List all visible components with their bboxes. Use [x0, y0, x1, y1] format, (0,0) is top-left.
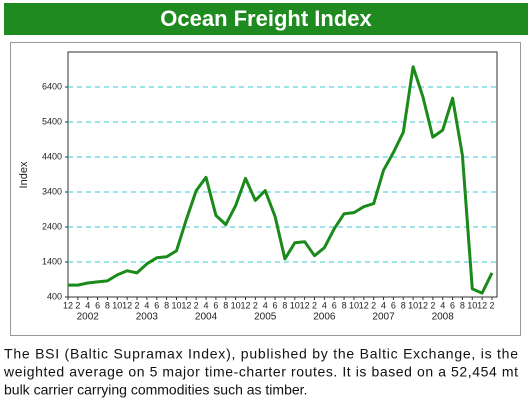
x-tick-label: 2 — [135, 300, 140, 310]
x-tick-label: 12 — [63, 300, 73, 310]
x-tick-label: 6 — [95, 300, 100, 310]
x-tick-label: 2 — [75, 300, 80, 310]
x-tick-label: 8 — [460, 300, 465, 310]
x-tick-label: 10 — [408, 300, 418, 310]
x-tick-label: 6 — [391, 300, 396, 310]
x-tick-label: 10 — [231, 300, 241, 310]
x-tick-label: 8 — [342, 300, 347, 310]
x-tick-label: 8 — [223, 300, 228, 310]
x-tick-label: 4 — [263, 300, 268, 310]
year-label: 2008 — [432, 312, 455, 323]
x-tick-label: 10 — [171, 300, 181, 310]
x-tick-label: 4 — [204, 300, 209, 310]
x-tick-label: 2 — [489, 300, 494, 310]
x-tick-label: 2 — [430, 300, 435, 310]
caption-line: weighted average on 5 major time-charter… — [3, 364, 518, 380]
x-tick-label: 12 — [240, 300, 250, 310]
x-tick-label: 2 — [253, 300, 258, 310]
x-tick-label: 4 — [322, 300, 327, 310]
caption-line: bulk carrier carrying commodities such a… — [4, 382, 307, 398]
y-tick-label: 6400 — [42, 81, 62, 91]
x-tick-label: 2 — [194, 300, 199, 310]
series-line — [68, 65, 494, 295]
x-tick-label: 2 — [371, 300, 376, 310]
x-tick-label: 6 — [213, 300, 218, 310]
caption-line: The BSI (Baltic Supramax Index), publish… — [4, 346, 518, 362]
y-axis-label: Index — [18, 161, 30, 188]
chart-title: Ocean Freight Index — [160, 6, 372, 31]
header-bar — [4, 3, 528, 35]
y-tick-label: 400 — [47, 291, 62, 301]
year-label: 2006 — [313, 312, 336, 323]
year-label: 2004 — [195, 312, 218, 323]
x-tick-label: 4 — [85, 300, 90, 310]
x-tick-label: 4 — [144, 300, 149, 310]
x-tick-label: 10 — [349, 300, 359, 310]
x-tick-label: 12 — [418, 300, 428, 310]
x-tick-label: 8 — [401, 300, 406, 310]
x-tick-label: 12 — [300, 300, 310, 310]
x-tick-label: 10 — [290, 300, 300, 310]
x-tick-label: 10 — [112, 300, 122, 310]
x-tick-label: 12 — [477, 300, 487, 310]
x-tick-label: 6 — [273, 300, 278, 310]
x-tick-label: 8 — [164, 300, 169, 310]
x-tick-label: 8 — [282, 300, 287, 310]
year-label: 2002 — [77, 312, 100, 323]
x-tick-label: 6 — [154, 300, 159, 310]
year-label: 2007 — [372, 312, 395, 323]
y-tick-label: 1400 — [42, 256, 62, 266]
x-tick-label: 10 — [467, 300, 477, 310]
y-tick-label: 2400 — [42, 221, 62, 231]
x-tick-label: 8 — [105, 300, 110, 310]
year-label: 2003 — [136, 312, 159, 323]
year-label: 2005 — [254, 312, 277, 323]
x-tick-label: 6 — [332, 300, 337, 310]
x-tick-label: 12 — [181, 300, 191, 310]
x-tick-label: 4 — [440, 300, 445, 310]
x-tick-label: 6 — [450, 300, 455, 310]
x-tick-label: 2 — [312, 300, 317, 310]
y-tick-label: 3400 — [42, 186, 62, 196]
x-tick-label: 4 — [381, 300, 386, 310]
y-tick-label: 5400 — [42, 116, 62, 126]
x-tick-label: 12 — [122, 300, 132, 310]
plot-area — [67, 51, 498, 298]
y-tick-label: 4400 — [42, 151, 62, 161]
x-tick-label: 12 — [359, 300, 369, 310]
